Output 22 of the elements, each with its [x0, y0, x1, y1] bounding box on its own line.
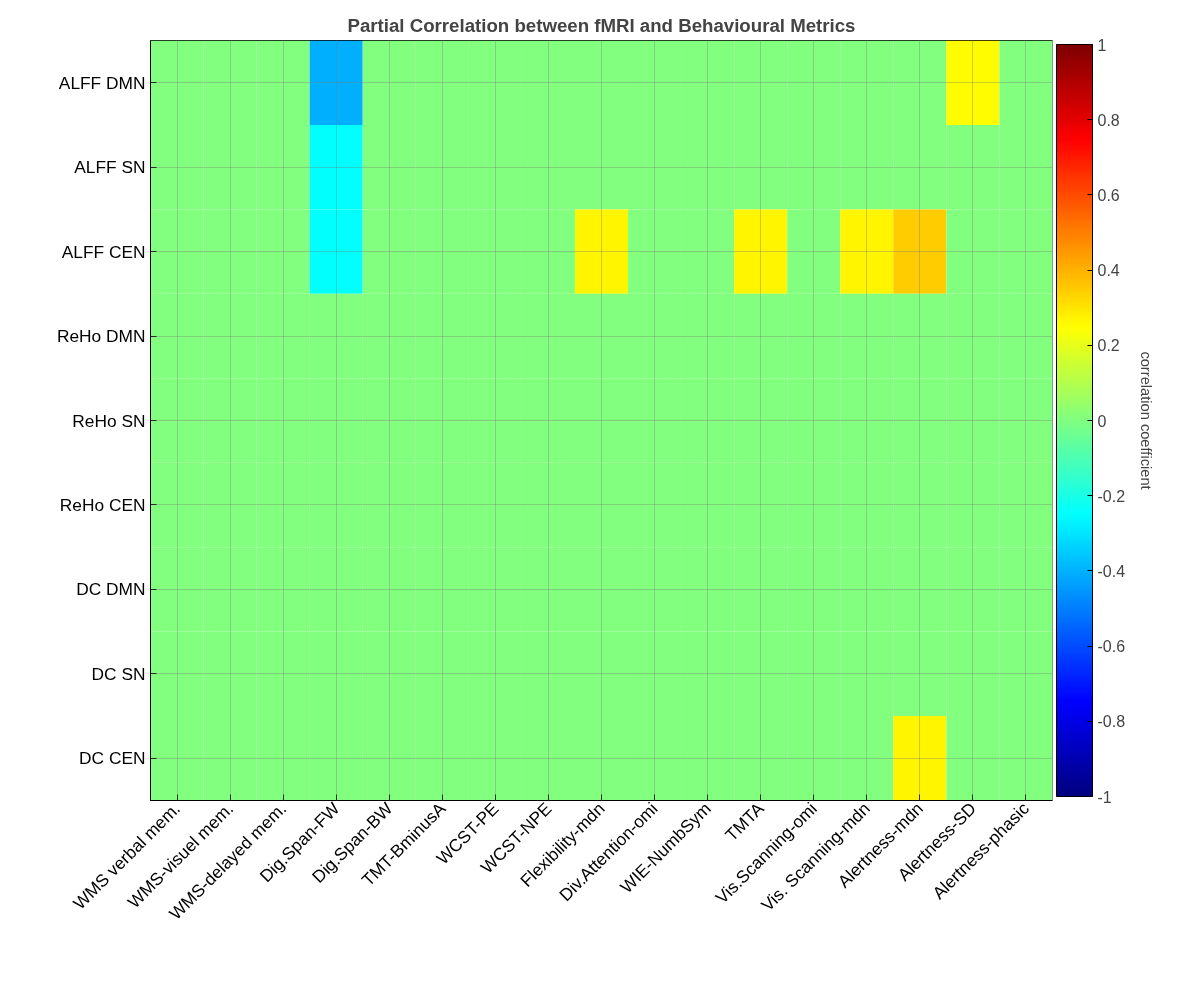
color-bar-label: -0.6 [1097, 638, 1126, 656]
color-bar-label: -0.2 [1097, 487, 1126, 505]
y-tick-label: ReHo DMN [56, 326, 146, 347]
color-bar-label: 0 [1097, 412, 1107, 430]
y-tick-label: ALFF SN [74, 157, 146, 178]
color-bar-label: 0.4 [1097, 262, 1120, 280]
color-bar-label: 0.6 [1097, 186, 1120, 204]
chart-title: Partial Correlation between fMRI and Behavioural Metrics [347, 14, 856, 36]
color-bar-label: 0.2 [1097, 337, 1120, 355]
y-tick-label: DC CEN [79, 748, 146, 769]
y-tick-label: ReHo CEN [59, 494, 146, 515]
y-tick-label: ALFF CEN [61, 241, 146, 262]
y-tick-label: ReHo SN [72, 410, 146, 431]
y-tick-label: DC DMN [76, 579, 146, 600]
color-bar-label: -1 [1097, 788, 1112, 806]
color-bar-label: 1 [1097, 36, 1107, 54]
y-tick-label: ALFF DMN [58, 72, 146, 93]
color-bar-label: -0.4 [1097, 562, 1126, 580]
color-bar-label: -0.8 [1097, 713, 1126, 731]
color-bar-label: 0.8 [1097, 111, 1120, 129]
color-bar-title: correlation coefficient [1137, 351, 1154, 490]
y-tick-label: DC SN [91, 663, 146, 684]
